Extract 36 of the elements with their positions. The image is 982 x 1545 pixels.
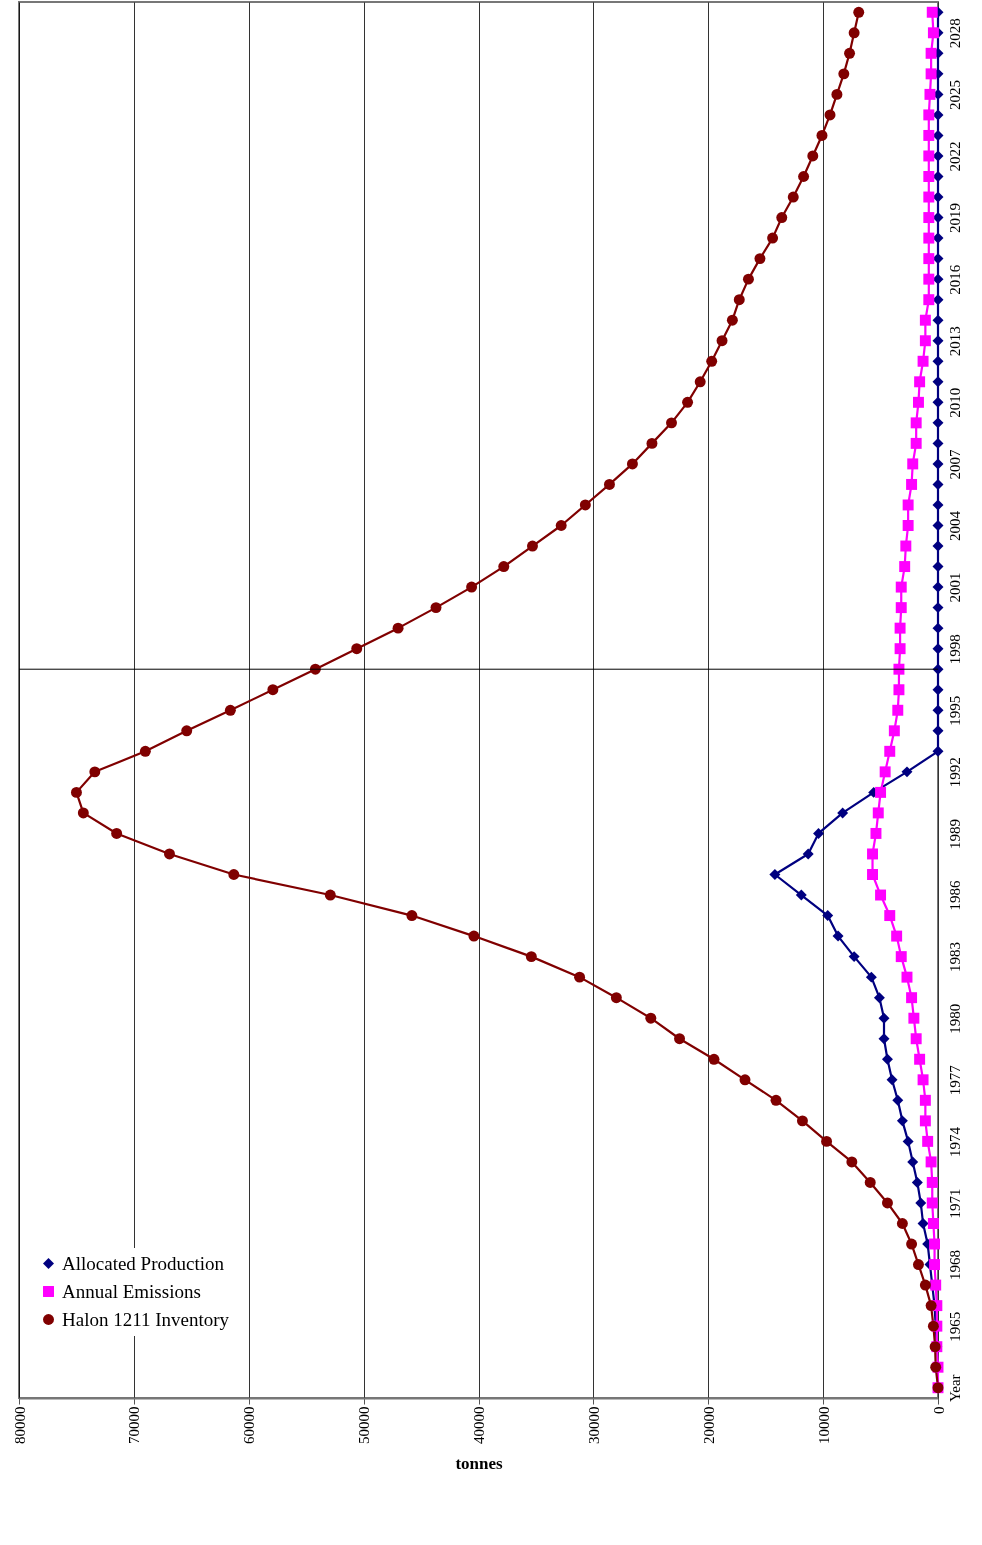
y-tick-label: 1971 <box>946 1188 963 1219</box>
x-tick-label: 0 <box>930 1406 947 1414</box>
x-tick-label: 20000 <box>700 1406 717 1444</box>
legend-label: Annual Emissions <box>62 1280 201 1302</box>
legend-label: Halon 1211 Inventory <box>62 1308 230 1330</box>
y-tick-label: 2016 <box>946 264 963 295</box>
y-tick-label: 1983 <box>946 942 963 973</box>
y-tick-label: 1977 <box>946 1064 963 1096</box>
y-tick-label: 2022 <box>946 141 963 172</box>
x-tick-label: 50000 <box>356 1406 373 1444</box>
x-tick-label: 30000 <box>585 1406 602 1444</box>
y-tick-label: 2028 <box>946 18 963 49</box>
x-tick-label: 40000 <box>471 1406 487 1444</box>
y-tick-label: 2013 <box>946 326 963 357</box>
y-tick-label: 2007 <box>946 448 963 480</box>
y-tick-label: 1974 <box>946 1126 963 1157</box>
y-tick-label: 1968 <box>946 1250 963 1281</box>
y-tick-label: 1965 <box>946 1311 963 1342</box>
x-tick-label: 10000 <box>815 1406 832 1444</box>
y-tick-label: Year <box>946 1374 963 1403</box>
y-tick-label: 1995 <box>946 695 963 726</box>
y-tick-label: 1980 <box>946 1003 963 1034</box>
x-tick-label: 70000 <box>126 1406 143 1444</box>
x-tick-label: 60000 <box>241 1406 258 1444</box>
y-tick-label: 1989 <box>946 818 963 849</box>
legend-label: Allocated Production <box>62 1252 225 1274</box>
x-tick-label: 80000 <box>11 1406 28 1444</box>
y-tick-label: 2019 <box>946 203 963 234</box>
y-tick-label: 2025 <box>946 79 963 110</box>
y-tick-label: 1998 <box>946 634 963 665</box>
x-axis-title: tonnes <box>455 1454 503 1473</box>
y-tick-label: 1986 <box>946 880 963 911</box>
y-tick-label: 2010 <box>946 387 963 418</box>
y-tick-label: 2004 <box>946 510 963 541</box>
y-tick-label: 1992 <box>946 757 963 788</box>
y-tick-label: 2001 <box>946 572 963 603</box>
